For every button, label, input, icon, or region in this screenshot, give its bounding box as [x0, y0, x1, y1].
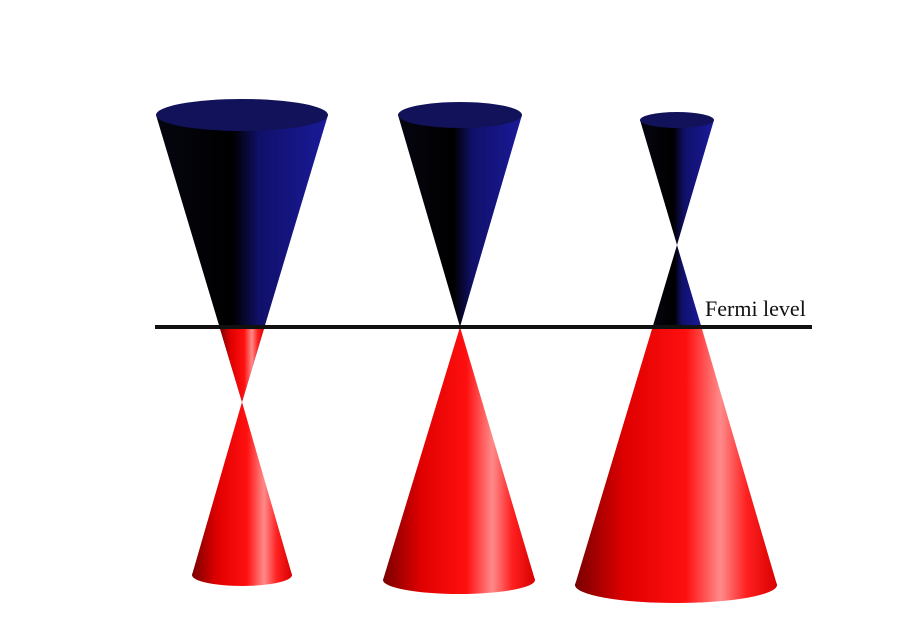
lower-cone [383, 327, 535, 580]
upper-cone-top [156, 99, 328, 131]
dirac-cone-2 [383, 102, 535, 594]
lower-cone [575, 327, 777, 585]
lower-cone-base [192, 564, 292, 586]
lower-cone-base [575, 567, 777, 603]
upper-cone-top [398, 102, 522, 128]
upper-cone [640, 120, 714, 245]
diagram: Fermi level [0, 0, 907, 642]
fermi-label: Fermi level [705, 296, 806, 321]
dirac-cone-3 [575, 112, 777, 603]
dirac-cone-1 [156, 99, 328, 586]
upper-cone [398, 115, 522, 327]
upper-cone-top [640, 112, 714, 128]
filled-upper-part [220, 327, 265, 402]
empty-lower-part [653, 245, 702, 327]
lower-cone-base [383, 566, 535, 594]
lower-cone [192, 402, 292, 575]
